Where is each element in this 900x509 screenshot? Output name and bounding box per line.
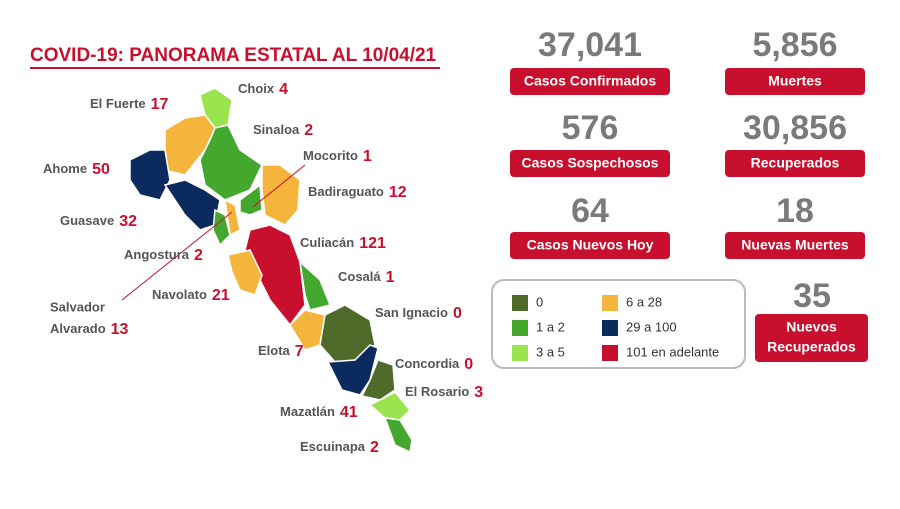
municipality-label: San Ignacio 0 (375, 305, 462, 322)
municipality-name: Guasave (60, 213, 114, 228)
municipality-cases: 3 (474, 384, 483, 401)
municipality-name: Alvarado (50, 321, 106, 336)
legend-swatch (512, 320, 528, 336)
municipality-label: Choix 4 (238, 81, 288, 98)
stat-value: 576 (562, 109, 619, 147)
legend-label: 29 a 100 (626, 319, 677, 334)
municipality-name: El Fuerte (90, 96, 146, 111)
legend-swatch (602, 320, 618, 336)
stat-label: Nuevas Muertes (741, 237, 849, 253)
stat-value: 64 (571, 192, 609, 230)
municipality-label: Mocorito 1 (303, 148, 372, 165)
stat-box (725, 232, 865, 259)
municipality-label: Escuinapa 2 (300, 439, 379, 456)
map (121, 87, 413, 454)
municipality-label: El Rosario 3 (405, 384, 483, 401)
stat-label: Casos Confirmados (524, 73, 656, 89)
municipality-name: Mocorito (303, 148, 358, 163)
stat-label: Recuperados (767, 339, 856, 355)
municipality-name: Ahome (43, 161, 87, 176)
municipality-name: Badiraguato (308, 184, 384, 199)
stat-value: 30,856 (743, 109, 847, 147)
municipality-name: Elota (258, 343, 291, 358)
legend-swatch (602, 295, 618, 311)
legend-label: 3 a 5 (536, 344, 565, 359)
municipality-label: Navolato 21 (152, 287, 230, 304)
legend-label: 101 en adelante (626, 344, 719, 359)
municipality-label: Cosalá 1 (338, 269, 395, 286)
stat-label: Casos Nuevos Hoy (527, 237, 654, 253)
municipality-label: Culiacán 121 (300, 235, 386, 252)
municipality-name: Concordia (395, 356, 460, 371)
municipality-label: Guasave 32 (60, 213, 137, 230)
stat-box (510, 68, 670, 95)
stat-value: 5,856 (752, 26, 837, 64)
municipality-label: Ahome 50 (43, 161, 110, 178)
municipality-cases: 2 (370, 439, 379, 456)
municipality-label: Concordia 0 (395, 356, 473, 373)
municipality-label: Sinaloa 2 (253, 122, 313, 139)
municipality-label: El Fuerte 17 (90, 96, 169, 113)
stat-value: 18 (776, 192, 814, 230)
municipality-name: El Rosario (405, 384, 469, 399)
legend-swatch (512, 345, 528, 361)
municipality-name: Choix (238, 81, 275, 96)
municipality-cases: 32 (119, 213, 137, 230)
stat-label: Recuperados (751, 155, 840, 171)
stat-label: Muertes (768, 73, 822, 89)
municipality-name: Culiacán (300, 235, 354, 250)
legend-label: 1 a 2 (536, 319, 565, 334)
legend-swatch (512, 295, 528, 311)
municipality-label: Badiraguato 12 (308, 184, 407, 201)
municipality-name: Salvador (50, 299, 105, 314)
municipality-name: Angostura (124, 247, 190, 262)
municipality-name: Escuinapa (300, 439, 366, 454)
municipality-name: Cosalá (338, 269, 381, 284)
stat-box (725, 150, 865, 177)
municipality-cases: 2 (304, 122, 313, 139)
legend-label: 0 (536, 294, 543, 309)
municipality-cases: 13 (111, 321, 129, 338)
stat-box (510, 150, 670, 177)
municipality-name: Sinaloa (253, 122, 300, 137)
municipality-name: Navolato (152, 287, 207, 302)
stat-value: 37,041 (538, 26, 642, 64)
municipality-cases: 7 (295, 343, 304, 360)
municipality-cases: 17 (151, 96, 169, 113)
municipality-cases: 2 (194, 247, 203, 264)
stat-label: Nuevos (786, 319, 837, 335)
municipality-label: Alvarado 13 (50, 321, 129, 338)
legend-box (491, 279, 746, 369)
stat-label: Casos Sospechosos (522, 155, 659, 171)
municipality-cases: 121 (359, 235, 386, 252)
municipality-name: San Ignacio (375, 305, 448, 320)
municipality-cases: 0 (453, 305, 462, 322)
municipality-label: Mazatlán 41 (280, 404, 358, 421)
municipality-label: Elota 7 (258, 343, 304, 360)
municipality-label: Angostura 2 (124, 247, 203, 264)
municipality-cases: 12 (389, 184, 407, 201)
municipality-cases: 21 (212, 287, 230, 304)
municipality-cases: 1 (363, 148, 372, 165)
municipality-name: Mazatlán (280, 404, 335, 419)
title: COVID-19: PANORAMA ESTATAL AL 10/04/21 (30, 45, 437, 66)
legend-label: 6 a 28 (626, 294, 662, 309)
municipality-cases: 41 (340, 404, 358, 421)
municipality-cases: 0 (464, 356, 473, 373)
legend-swatch (602, 345, 618, 361)
stat-value: 35 (793, 277, 831, 315)
municipality-cases: 1 (386, 269, 395, 286)
municipality-cases: 50 (92, 161, 110, 178)
stat-box (755, 314, 868, 362)
municipality-cases: 4 (279, 81, 288, 98)
stat-box (725, 68, 865, 95)
stat-box (510, 232, 670, 259)
